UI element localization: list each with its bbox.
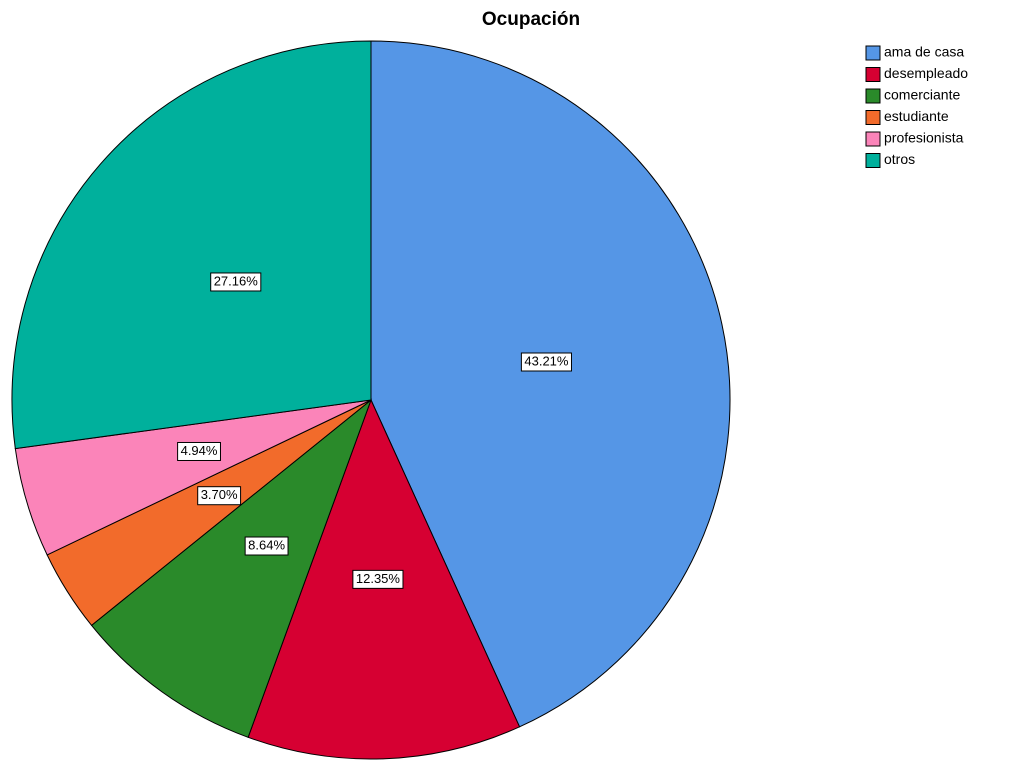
legend-swatch [865,45,881,61]
chart-title: Ocupación [482,9,580,30]
pie-slice [370,40,731,728]
legend-swatch [865,67,881,82]
legend-swatch [865,131,881,147]
legend-swatch [865,153,881,168]
value-label: 8.64% [248,537,285,552]
value-label: 43.21% [524,353,569,368]
value-label: 3.70% [201,487,238,502]
value-label: 12.35% [356,571,401,586]
legend-label: ama de casa [884,44,964,60]
legend-label: estudiante [884,108,949,124]
value-label-box [177,441,221,461]
value-label-box [197,486,242,506]
value-label: 27.16% [214,273,259,288]
value-label: 4.94% [181,443,218,458]
legend-label: profesionista [884,130,964,146]
value-label-box [352,569,404,589]
legend-label: comerciante [884,87,960,103]
pie-slice [11,40,372,450]
value-label-box [210,272,262,292]
value-label-box [244,536,289,556]
legend-label: otros [884,151,915,167]
value-label-box [520,352,572,372]
legend-label: desempleado [884,65,968,81]
pie-slice [90,398,373,738]
legend-swatch [865,110,881,125]
legend-swatch [865,88,881,104]
